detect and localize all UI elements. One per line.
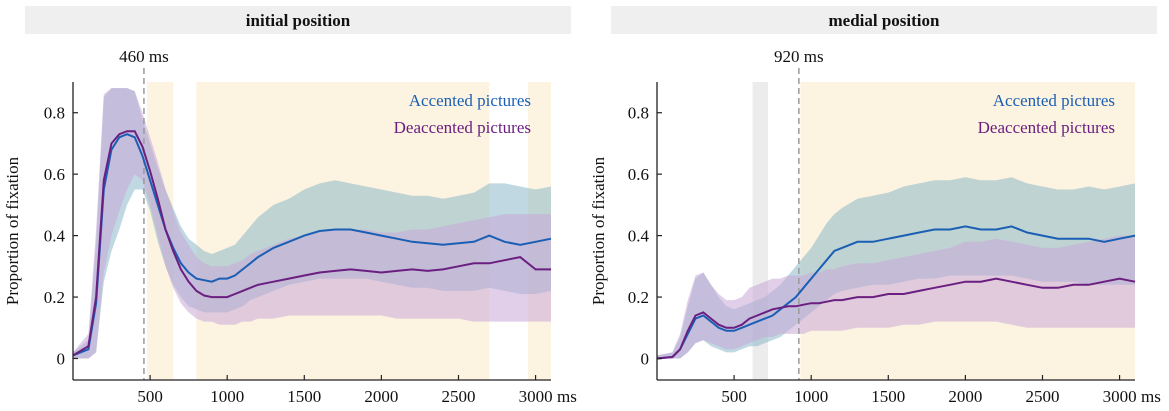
series-line-deaccented — [72, 130, 551, 357]
x-tick-label: 2500 — [1025, 387, 1059, 406]
legend-entry-deaccented: Deaccented pictures — [394, 118, 531, 137]
confidence-band-deaccented — [657, 235, 1135, 359]
y-tick-label: 0.6 — [44, 165, 65, 184]
plot-area: 920 ms Accented pictures Deaccented pictur… — [628, 47, 1161, 406]
y-tick-label: 0.2 — [44, 288, 65, 307]
y-tick-label: 0.2 — [628, 288, 649, 307]
x-unit-label: ms — [1141, 387, 1161, 406]
plot-area: 460 ms Accented pictures Deaccented pictur… — [44, 47, 577, 406]
panel-title-bar — [25, 6, 571, 34]
marker-label: 920 ms — [774, 47, 824, 66]
x-tick-label: 1000 — [210, 387, 244, 406]
x-tick-label: 500 — [721, 387, 747, 406]
panel-initial-position: initial position 460 ms Accented pictures… — [3, 6, 577, 406]
x-tick-label: 2000 — [948, 387, 982, 406]
x-unit-label: ms — [557, 387, 577, 406]
y-tick-label: 0.8 — [628, 104, 649, 123]
y-tick-label: 0.6 — [628, 165, 649, 184]
confidence-band-deaccented — [73, 88, 551, 359]
x-tick-label: 2500 — [441, 387, 475, 406]
y-tick-label: 0 — [641, 349, 650, 368]
panel-medial-position: medial position 920 ms Accented pictures D… — [589, 6, 1161, 406]
series-line-accented — [72, 133, 552, 357]
y-axis-label: Proportion of fixation — [3, 156, 22, 305]
legend-entry-deaccented: Deaccented pictures — [978, 118, 1115, 137]
x-tick-label: 3000 — [519, 387, 553, 406]
legend-entry-accented: Accented pictures — [409, 91, 531, 110]
x-tick-label: 1500 — [871, 387, 905, 406]
series-line-accented — [656, 225, 1136, 360]
y-tick-label: 0.4 — [44, 227, 66, 246]
y-tick-label: 0.8 — [44, 104, 65, 123]
x-tick-label: 500 — [137, 387, 163, 406]
y-axis-label: Proportion of fixation — [589, 156, 608, 305]
x-tick-label: 3000 — [1103, 387, 1137, 406]
marker-label: 460 ms — [119, 47, 169, 66]
panel-title: medial position — [829, 11, 941, 30]
panel-title: initial position — [246, 11, 351, 30]
x-tick-label: 2000 — [364, 387, 398, 406]
y-tick-label: 0 — [57, 349, 66, 368]
series-line-deaccented — [656, 277, 1136, 360]
y-tick-label: 0.4 — [628, 227, 650, 246]
legend-entry-accented: Accented pictures — [993, 91, 1115, 110]
x-tick-label: 1000 — [794, 387, 828, 406]
panel-title-bar — [611, 6, 1157, 34]
x-tick-label: 1500 — [287, 387, 321, 406]
